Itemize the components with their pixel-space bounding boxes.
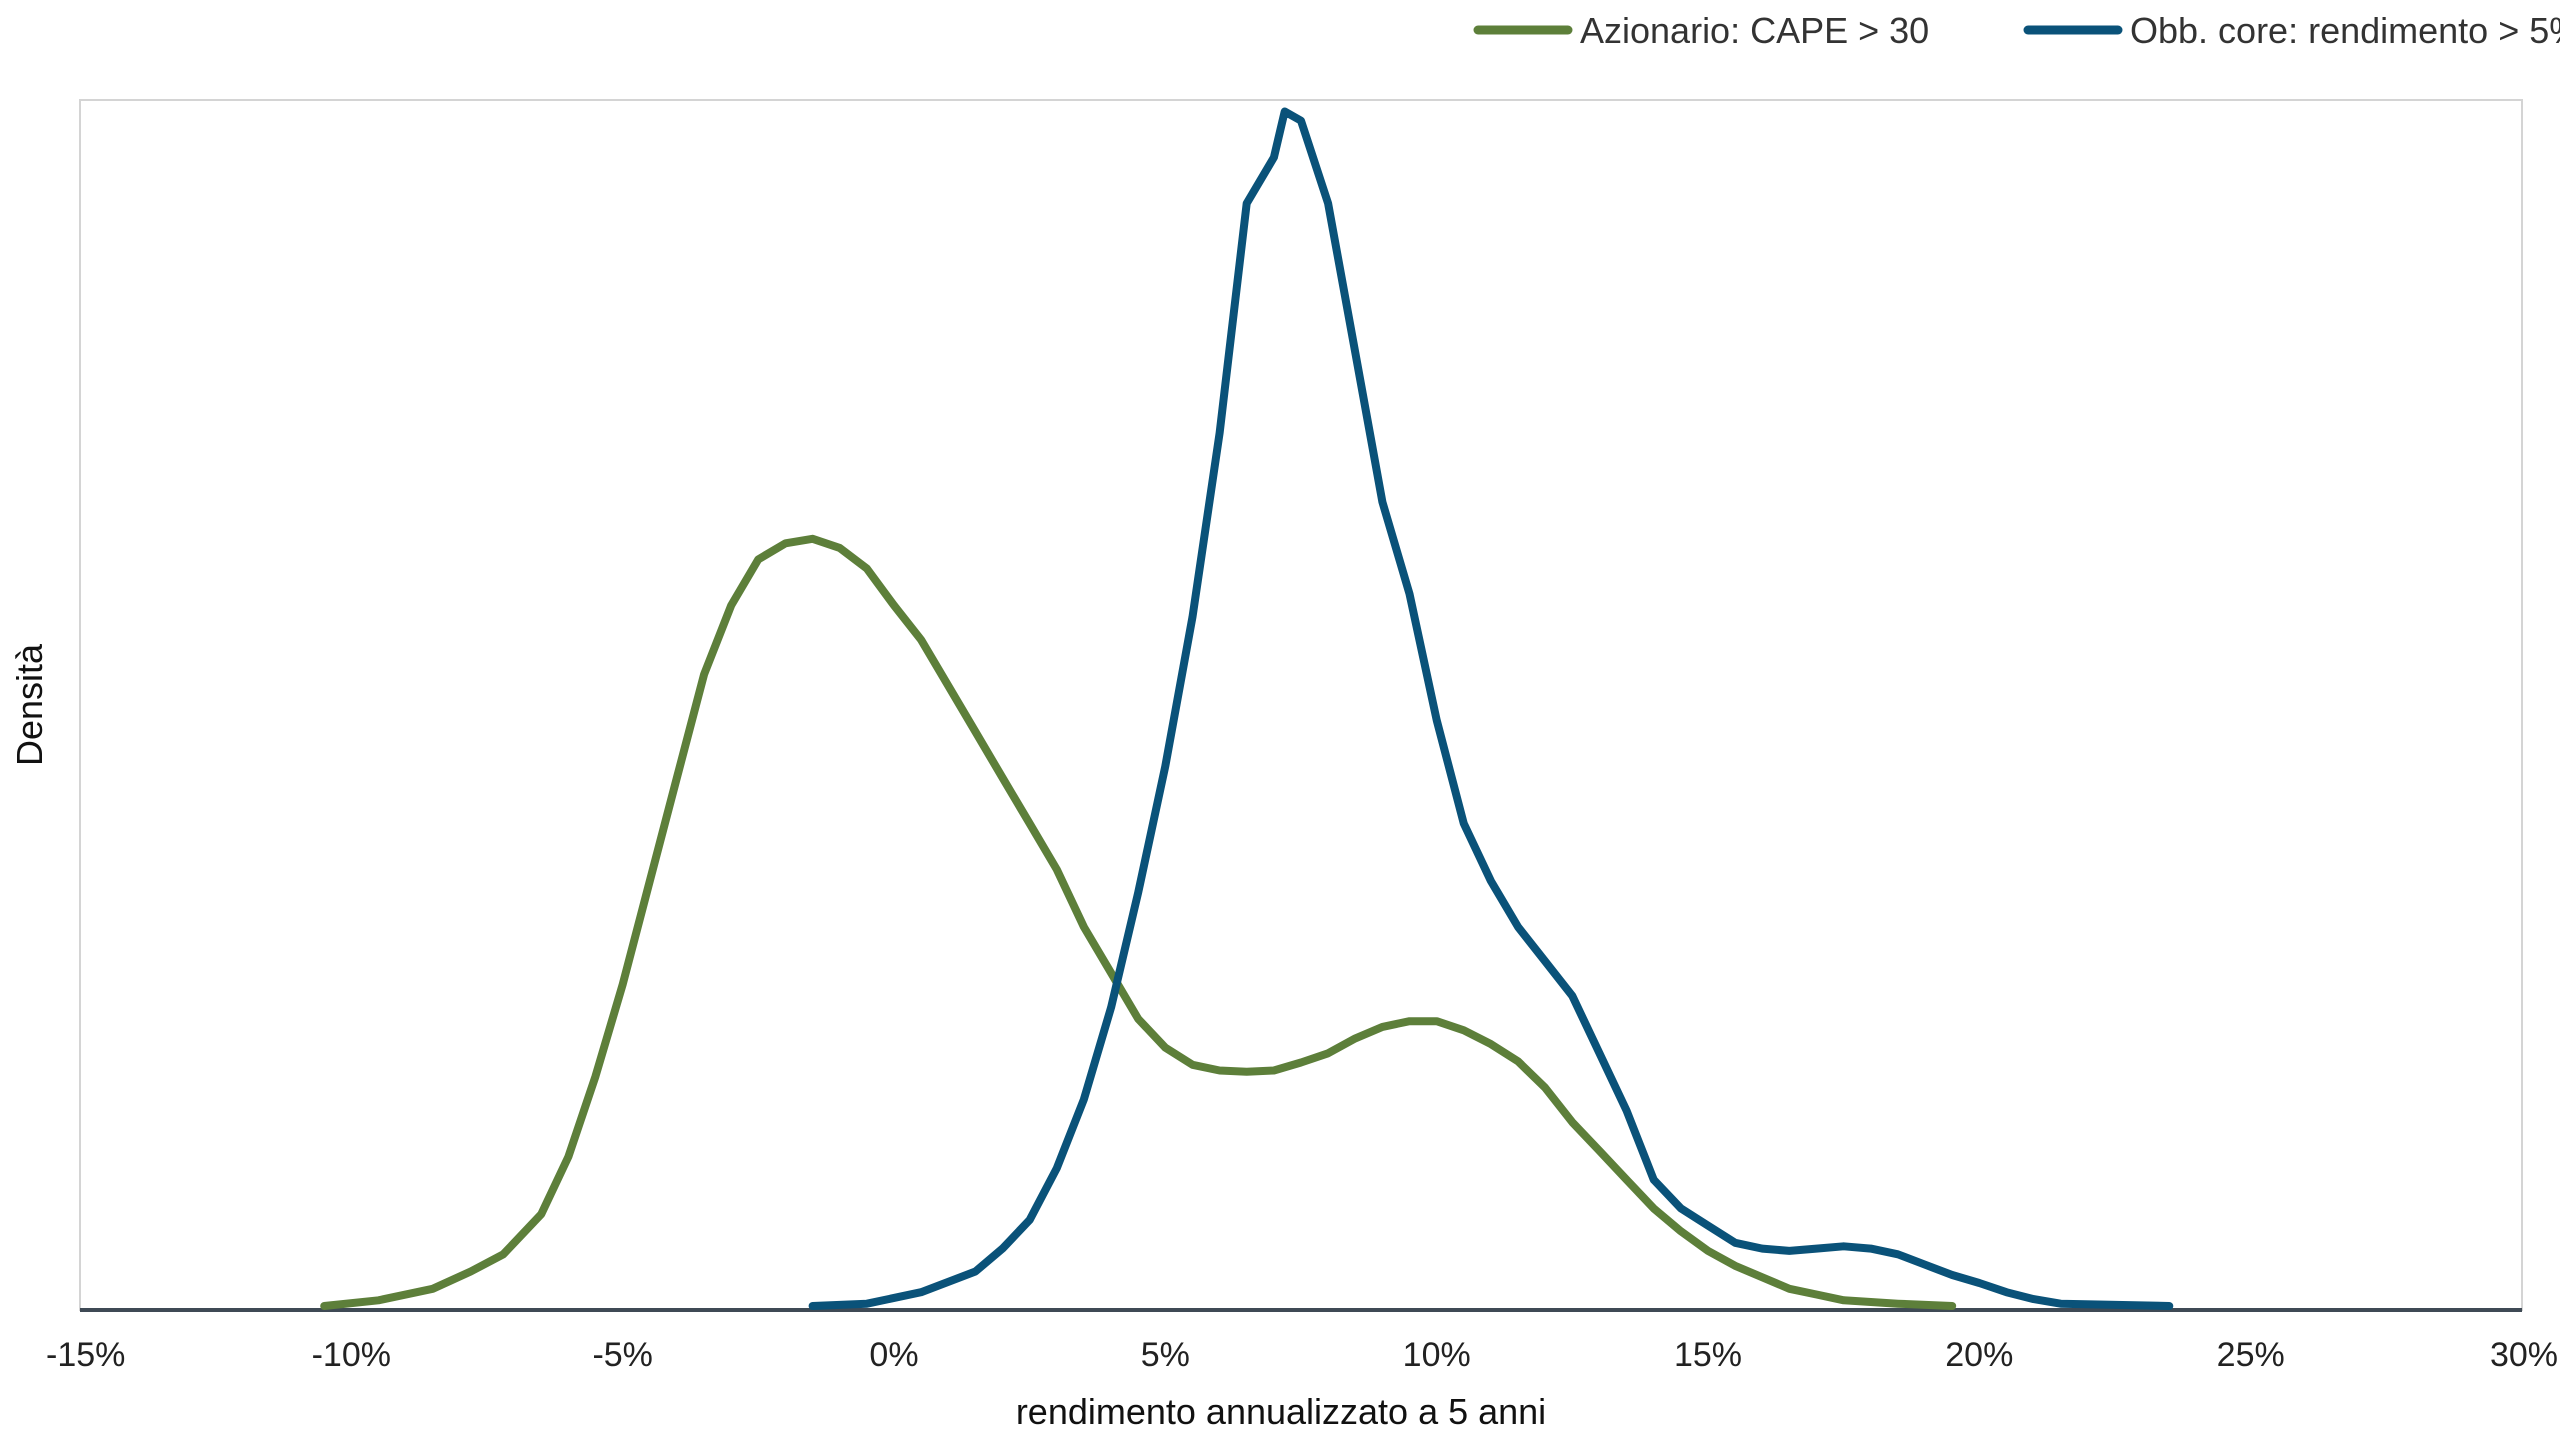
x-tick-label: 15% xyxy=(1674,1336,1742,1374)
x-tick-label: -10% xyxy=(312,1336,391,1374)
legend-label-azionario: Azionario: CAPE > 30 xyxy=(1580,10,1929,51)
plot-area-border xyxy=(80,100,2522,1310)
x-tick-label: 30% xyxy=(2490,1336,2558,1374)
x-axis-tick-labels: -15% -10% -5% 0% 5% 10% 15% 20% 25% 30% xyxy=(46,1336,2558,1374)
legend-label-obbligazionario: Obb. core: rendimento > 5% xyxy=(2130,10,2560,51)
legend: Azionario: CAPE > 30 Obb. core: rendimen… xyxy=(1478,10,2560,51)
y-axis-title: Densità xyxy=(9,643,50,766)
series-line-azionario xyxy=(324,539,1952,1306)
x-tick-label: 10% xyxy=(1403,1336,1471,1374)
x-tick-label: 20% xyxy=(1945,1336,2013,1374)
legend-item-azionario: Azionario: CAPE > 30 xyxy=(1478,10,1929,51)
x-axis-title: rendimento annualizzato a 5 anni xyxy=(1016,1391,1546,1432)
series-lines xyxy=(324,112,2169,1307)
x-tick-label: -15% xyxy=(46,1336,125,1374)
x-tick-label: 5% xyxy=(1141,1336,1190,1374)
x-tick-label: 0% xyxy=(869,1336,918,1374)
series-line-obbligazionario xyxy=(813,112,2170,1307)
x-tick-label: -5% xyxy=(592,1336,652,1374)
x-tick-label: 25% xyxy=(2217,1336,2285,1374)
legend-item-obbligazionario: Obb. core: rendimento > 5% xyxy=(2028,10,2560,51)
